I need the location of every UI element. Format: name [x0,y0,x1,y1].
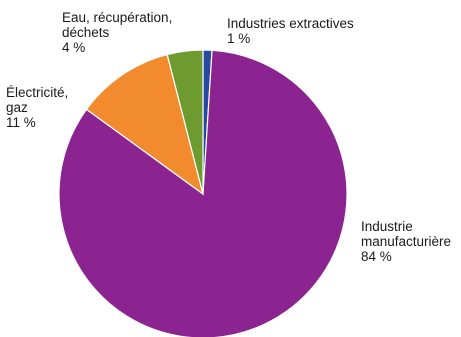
slice-label-line: déchets [62,25,110,40]
pie-labels: Industries extractives 1 % Industrie manufa… [6,10,451,264]
slice-percent: 84 % [361,249,392,264]
slice-label-line: Industries extractives [227,16,354,31]
pie-slice-2 [58,49,348,337]
slice-label-line: Industrie [361,219,413,234]
slice-label-line: gaz [6,100,28,115]
slice-label-line: Électricité, [6,85,68,100]
slice-percent: 4 % [62,40,85,55]
slice-label-line: manufacturière [361,234,451,249]
slice-label-2: Industrie manufacturière 84 % [361,219,451,264]
slice-label-3: Électricité, gaz 11 % [6,85,68,130]
pie-slice-4 [166,49,204,195]
slice-percent: 11 % [6,115,36,130]
pie-slice-3 [85,53,204,196]
slice-label-1: Industries extractives 1 % [227,16,354,46]
pie-slices [58,49,348,337]
slice-percent: 1 % [227,31,250,46]
slice-label-line: Eau, récupération, [62,10,172,25]
slice-label-4: Eau, récupération, déchets 4 % [62,10,172,55]
